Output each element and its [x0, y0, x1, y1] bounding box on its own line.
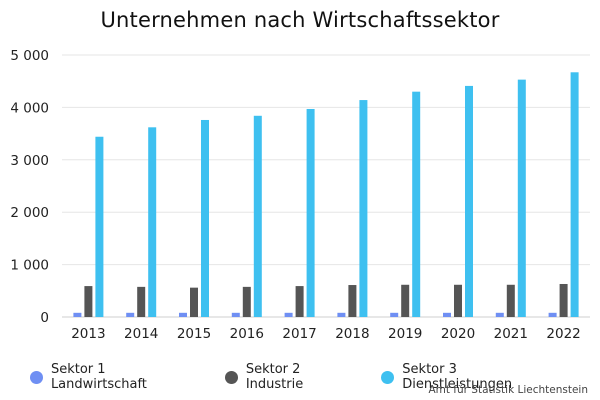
y-tick-label: 4 000	[10, 100, 49, 116]
bar	[95, 136, 104, 317]
legend-item-sektor-3[interactable]: Sektor 3 Dienstleistungen	[381, 362, 570, 392]
bar	[465, 85, 473, 317]
bar	[506, 284, 515, 317]
legend: Sektor 1 Landwirtschaft Sektor 2 Industr…	[30, 362, 590, 392]
bar	[201, 119, 209, 317]
legend-item-sektor-2[interactable]: Sektor 2 Industrie	[224, 362, 361, 392]
x-tick-label: 2014	[124, 326, 158, 342]
bar	[190, 287, 198, 317]
x-tick-label: 2018	[335, 326, 369, 342]
bar	[148, 127, 157, 317]
x-tick-label: 2019	[388, 326, 422, 342]
chart-title: Unternehmen nach Wirtschaftssektor	[100, 8, 500, 32]
bar	[412, 91, 421, 318]
bar	[253, 115, 262, 317]
y-tick-label: 2 000	[10, 205, 49, 221]
source-credit: Amt für Statistik Liechtenstein	[428, 384, 588, 396]
bar	[443, 312, 451, 317]
bar	[348, 285, 357, 317]
bar	[390, 312, 399, 317]
bar	[126, 312, 135, 317]
bar	[284, 312, 293, 317]
bar	[495, 312, 504, 317]
bar	[84, 286, 93, 317]
legend-marker-sektor-1	[30, 370, 43, 384]
legend-label-sektor-2: Sektor 2 Industrie	[245, 362, 304, 392]
x-tick-label: 2021	[494, 326, 528, 342]
x-tick-label: 2013	[71, 326, 105, 342]
y-tick-label: 3 000	[10, 153, 49, 169]
bar	[306, 108, 315, 317]
bar	[179, 312, 187, 317]
legend-marker-sektor-2	[224, 370, 238, 384]
bar	[73, 312, 82, 317]
x-tick-label: 2022	[546, 326, 580, 342]
x-tick-label: 2016	[230, 326, 264, 342]
bar	[401, 284, 410, 317]
bar	[137, 286, 146, 317]
legend-label-sektor-1: Sektor 1 Landwirtschaft	[50, 362, 147, 392]
bar	[359, 100, 368, 318]
bar	[517, 79, 526, 318]
y-tick-label: 0	[40, 310, 49, 326]
legend-marker-sektor-3	[381, 370, 395, 384]
bar	[570, 72, 579, 318]
legend-label-sektor-3: Sektor 3 Dienstleistungen	[402, 362, 513, 392]
legend-item-sektor-1[interactable]: Sektor 1 Landwirtschaft	[30, 362, 205, 392]
bar	[295, 286, 304, 317]
bar	[231, 312, 240, 317]
bar	[559, 283, 568, 317]
x-tick-label: 2020	[441, 326, 475, 342]
x-tick-label: 2017	[282, 326, 316, 342]
y-tick-label: 1 000	[10, 258, 49, 274]
bar	[337, 312, 346, 317]
bar	[548, 312, 557, 317]
x-tick-label: 2015	[177, 326, 211, 342]
bar	[242, 286, 251, 317]
bar	[454, 284, 462, 317]
y-tick-label: 5 000	[10, 48, 49, 64]
